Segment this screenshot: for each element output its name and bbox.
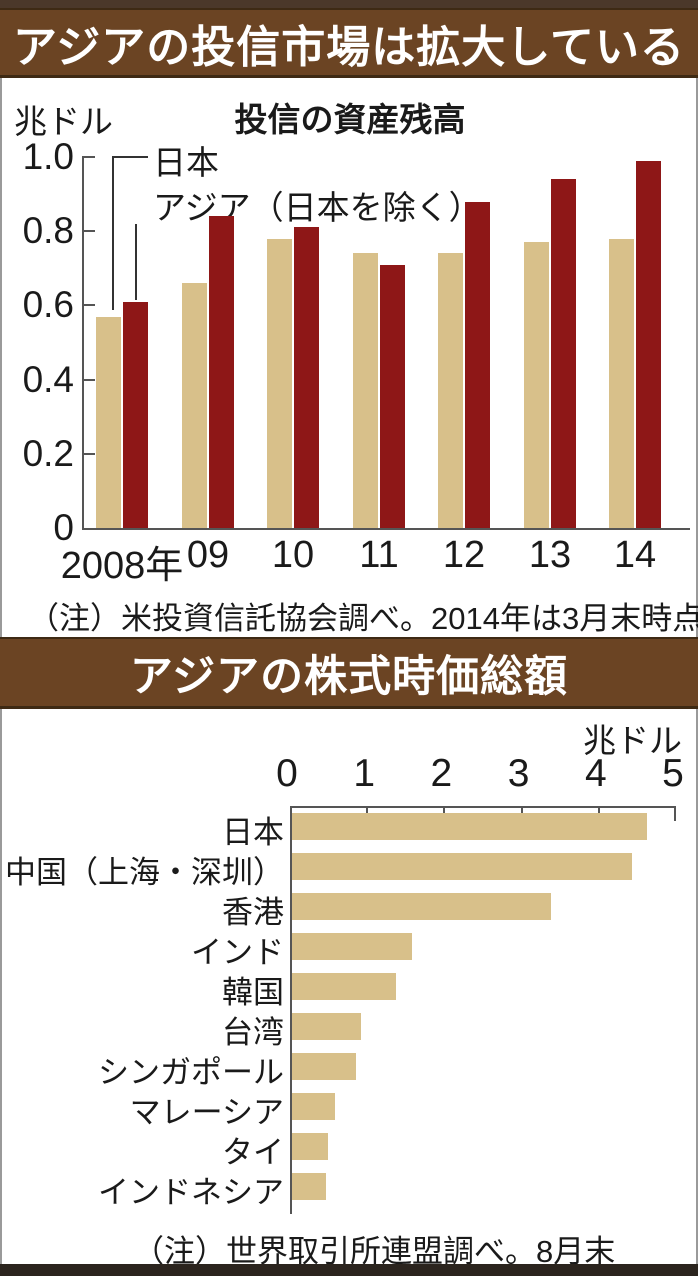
category-label: 台湾 [222,1015,284,1050]
bar-japan-2008年 [96,317,121,528]
mktcap-note: （注）世界取引所連盟調べ。8月末 [133,1234,616,1269]
x-tick-label: 4 [584,752,607,795]
bar-台湾 [292,1013,361,1040]
x-tick-label: 2 [430,752,453,795]
toshin-x-axis [82,528,690,530]
x-category-label: 12 [442,534,486,576]
bar-japan-10 [267,239,292,528]
x-tick-label: 5 [662,752,684,795]
x-category-label: 14 [613,534,657,576]
bar-インドネシア [292,1173,326,1200]
x-category-label: 13 [528,534,572,576]
x-category-label: 10 [271,534,315,576]
category-label: 日本 [222,815,284,850]
section1-header-band: アジアの投信市場は拡大している [0,8,698,78]
x-tick [597,806,600,816]
toshin-note: （注）米投資信託協会調べ。2014年は3月末時点 [28,601,698,636]
legend-label-japan: 日本 [153,144,219,181]
legend-leader-japan-line [112,156,114,310]
bar-中国（上海・深圳） [292,853,632,880]
bar-japan-13 [524,242,549,528]
bar-japan-09 [182,283,207,528]
legend-leader-japan-elbow [112,156,148,158]
category-label: 中国（上海・深圳） [5,855,284,890]
bar-日本 [292,813,647,840]
x-category-label: 2008年 [60,545,184,587]
y-tick [84,378,95,381]
bar-asia-14 [636,161,661,528]
mktcap-y-axis [290,806,292,1214]
bar-asia-09 [209,216,234,528]
y-tick [84,452,95,455]
y-tick [84,230,95,233]
panel2-right-border [696,709,698,1264]
y-tick-label: 0.8 [22,210,74,252]
y-tick-label: 0.6 [22,284,74,326]
bar-asia-13 [551,179,576,528]
bar-japan-14 [609,239,634,528]
y-tick-label: 1.0 [22,136,74,177]
y-tick-label: 0.2 [22,432,74,474]
x-tick-label: 0 [276,752,298,795]
category-label: タイ [222,1135,284,1170]
toshin-unit-label: 兆ドル [14,103,113,140]
x-category-label: 11 [359,534,399,576]
x-tick [443,806,446,816]
mktcap-unit-label: 兆ドル [583,722,682,759]
bottom-border-strip [0,1264,698,1276]
mktcap-axis-endcap [674,806,676,821]
bar-asia-10 [294,227,319,528]
bar-マレーシア [292,1093,335,1120]
mktcap-x-axis [290,806,676,808]
x-category-label: 09 [186,534,230,576]
panel1-right-border [696,78,698,637]
x-tick-label: 3 [507,752,530,795]
y-tick-label: 0.4 [22,358,74,400]
bar-asia-12 [465,202,490,528]
legend-label-asia: アジア（日本を除く） [153,189,482,226]
section2-title: アジアの株式時価総額 [129,652,569,701]
category-label: 香港 [222,895,284,930]
bar-japan-11 [353,253,378,528]
bar-asia-11 [380,265,405,528]
bar-香港 [292,893,551,920]
x-tick [366,806,369,816]
panel1-left-border [0,78,2,637]
bar-japan-12 [438,253,463,528]
bar-asia-2008年 [123,302,148,528]
bar-タイ [292,1133,328,1160]
section1-title: アジアの投信市場は拡大している [13,22,685,72]
y-tick-label: 0 [53,507,74,548]
bar-韓国 [292,973,396,1000]
y-tick [84,304,95,307]
toshin-chart-title: 投信の資産残高 [234,101,466,138]
category-label: マレーシア [129,1095,284,1130]
category-label: インドネシア [98,1175,284,1210]
toshin-chart-plot: 日本 アジア（日本を除く） 0 0.2 0.4 0.6 0.8 1.0 2008年 09 10 1… [22,136,690,587]
legend-leader-asia-line [135,224,137,300]
panel2-left-border [0,709,2,1264]
bar-シンガポール [292,1053,356,1080]
y-tick [84,156,95,158]
section2-header-band: アジアの株式時価総額 [0,637,698,709]
top-border-strip [0,0,698,8]
category-label: 韓国 [222,975,284,1010]
x-tick-label: 1 [353,752,376,795]
category-label: インド [191,935,284,970]
toshin-y-axis [82,156,84,528]
bar-インド [292,933,412,960]
category-label: シンガポール [98,1055,284,1090]
x-tick [520,806,523,816]
